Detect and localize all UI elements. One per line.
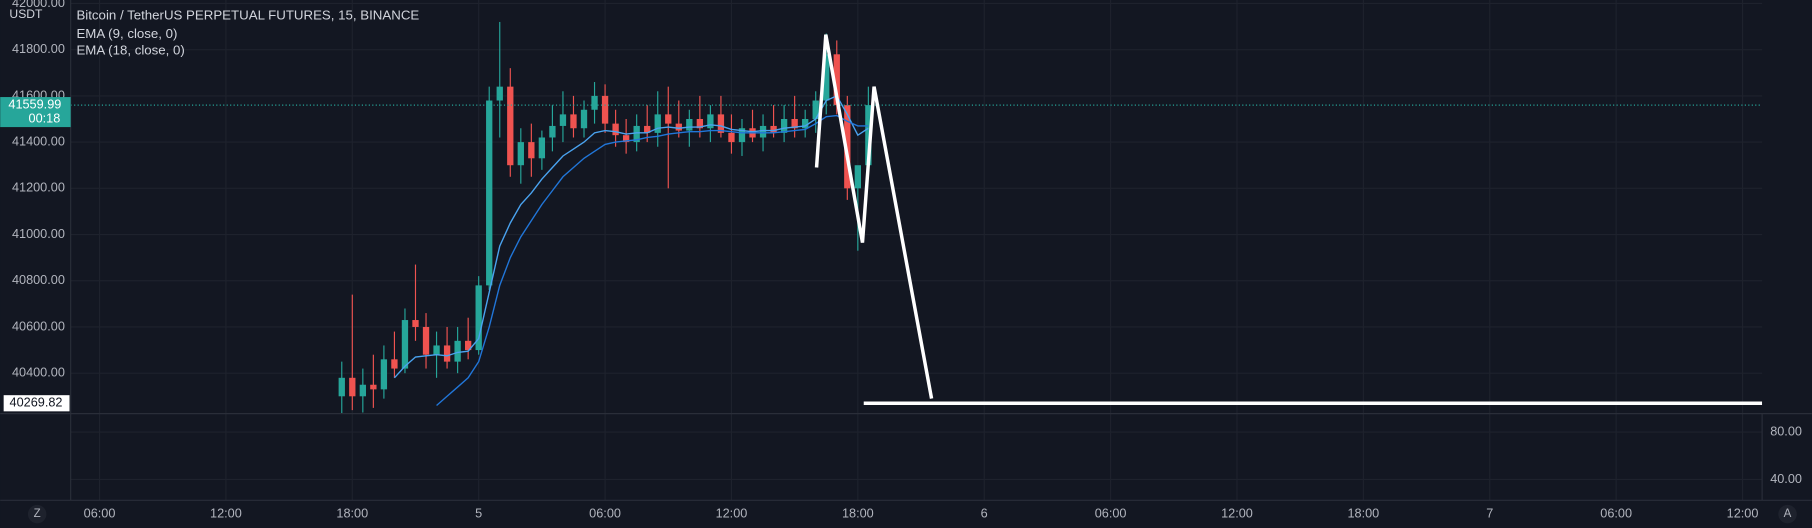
button[interactable] <box>27 504 47 524</box>
candle-body <box>359 384 366 397</box>
candle-body <box>412 320 419 327</box>
x-tick-label: 06:00 <box>84 506 116 520</box>
candle-body <box>707 114 714 129</box>
y-tick-label: 40.00 <box>1770 472 1802 486</box>
ema-line <box>393 95 869 379</box>
candle-body <box>591 95 598 110</box>
candle-body <box>475 285 482 351</box>
y-tick-label: 41400.00 <box>12 134 65 148</box>
candle-body <box>770 125 777 133</box>
candle-body <box>675 123 682 131</box>
countdown-label: 00:18 <box>29 111 61 125</box>
x-tick-label: 7 <box>1486 506 1493 520</box>
candle-body <box>833 54 840 106</box>
candle-body <box>454 340 461 362</box>
candle-body <box>349 377 356 397</box>
y-tick-label: 40600.00 <box>12 319 65 333</box>
candle-body <box>391 359 398 369</box>
candle-body <box>496 86 503 101</box>
button-label[interactable]: A <box>1784 508 1792 520</box>
candle-body <box>580 109 588 129</box>
candle-body <box>812 100 819 120</box>
last-price-box <box>0 97 71 128</box>
button[interactable] <box>1778 504 1797 524</box>
candle-body <box>538 137 546 159</box>
candle-body <box>507 86 514 166</box>
y-tick-label: 80.00 <box>1770 424 1802 438</box>
candle-body <box>854 165 861 189</box>
x-tick-label: 06:00 <box>589 506 621 520</box>
candle-body <box>612 123 619 136</box>
legend-entry[interactable]: EMA (18, close, 0) <box>76 42 184 57</box>
candle-body <box>802 119 809 129</box>
candle-body <box>443 345 451 362</box>
y-tick-label: 41200.00 <box>12 181 65 195</box>
candle-body <box>464 340 472 351</box>
zigzag-drawing <box>814 34 934 399</box>
candle-body <box>823 54 830 101</box>
candle-body <box>570 114 577 129</box>
candle-body <box>728 132 735 143</box>
candle-body <box>486 100 493 286</box>
candle-body <box>559 114 567 126</box>
x-tick-label: 12:00 <box>1221 506 1253 520</box>
x-tick-label: 12:00 <box>716 506 748 520</box>
candle-body <box>549 125 556 138</box>
x-tick-label: 6 <box>981 506 988 520</box>
candle-body <box>422 326 430 355</box>
candle-body <box>401 320 409 369</box>
x-tick-label: 12:00 <box>1727 506 1759 520</box>
candle-body <box>601 95 609 124</box>
candle-body <box>517 142 524 166</box>
candle-body <box>738 128 746 143</box>
button-label[interactable]: Z <box>34 508 41 520</box>
candle-body <box>433 345 440 355</box>
level-label: 40269.82 <box>10 396 63 410</box>
candle-body <box>528 142 535 159</box>
x-tick-label: 06:00 <box>1600 506 1632 520</box>
candle-body <box>759 125 767 138</box>
candle-body <box>633 125 640 143</box>
candle-body <box>622 135 630 143</box>
candle-body <box>686 119 693 131</box>
candle-body <box>665 114 672 124</box>
y-tick-label: 40800.00 <box>12 273 65 287</box>
y-tick-label: 42000.00 <box>12 0 65 10</box>
x-tick-label: 12:00 <box>210 506 242 520</box>
legend-entry[interactable]: EMA (9, close, 0) <box>76 26 177 41</box>
candle-body <box>644 125 651 133</box>
candle-body <box>780 119 788 133</box>
candle-body <box>338 377 345 397</box>
x-tick-label: 18:00 <box>842 506 874 520</box>
x-tick-label: 18:00 <box>1348 506 1380 520</box>
candle-body <box>380 359 388 390</box>
currency-label: USDT <box>9 7 43 21</box>
x-tick-label: 06:00 <box>1095 506 1127 520</box>
y-tick-label: 40400.00 <box>12 366 65 380</box>
level-box <box>3 395 70 412</box>
candle-body <box>654 114 661 133</box>
candle-body <box>696 119 704 129</box>
x-tick-label: 5 <box>475 506 482 520</box>
candle-body <box>865 105 872 166</box>
candle-body <box>717 114 725 133</box>
y-tick-label: 41800.00 <box>12 42 65 56</box>
candle-body <box>370 384 377 390</box>
last-price-label: 41559.99 <box>8 97 61 111</box>
candle-body <box>791 119 798 129</box>
chart-title: Bitcoin / TetherUS PERPETUAL FUTURES, 15… <box>76 8 419 23</box>
x-tick-label: 18:00 <box>336 506 368 520</box>
y-tick-label: 41000.00 <box>12 227 65 241</box>
ema-line <box>436 114 869 407</box>
